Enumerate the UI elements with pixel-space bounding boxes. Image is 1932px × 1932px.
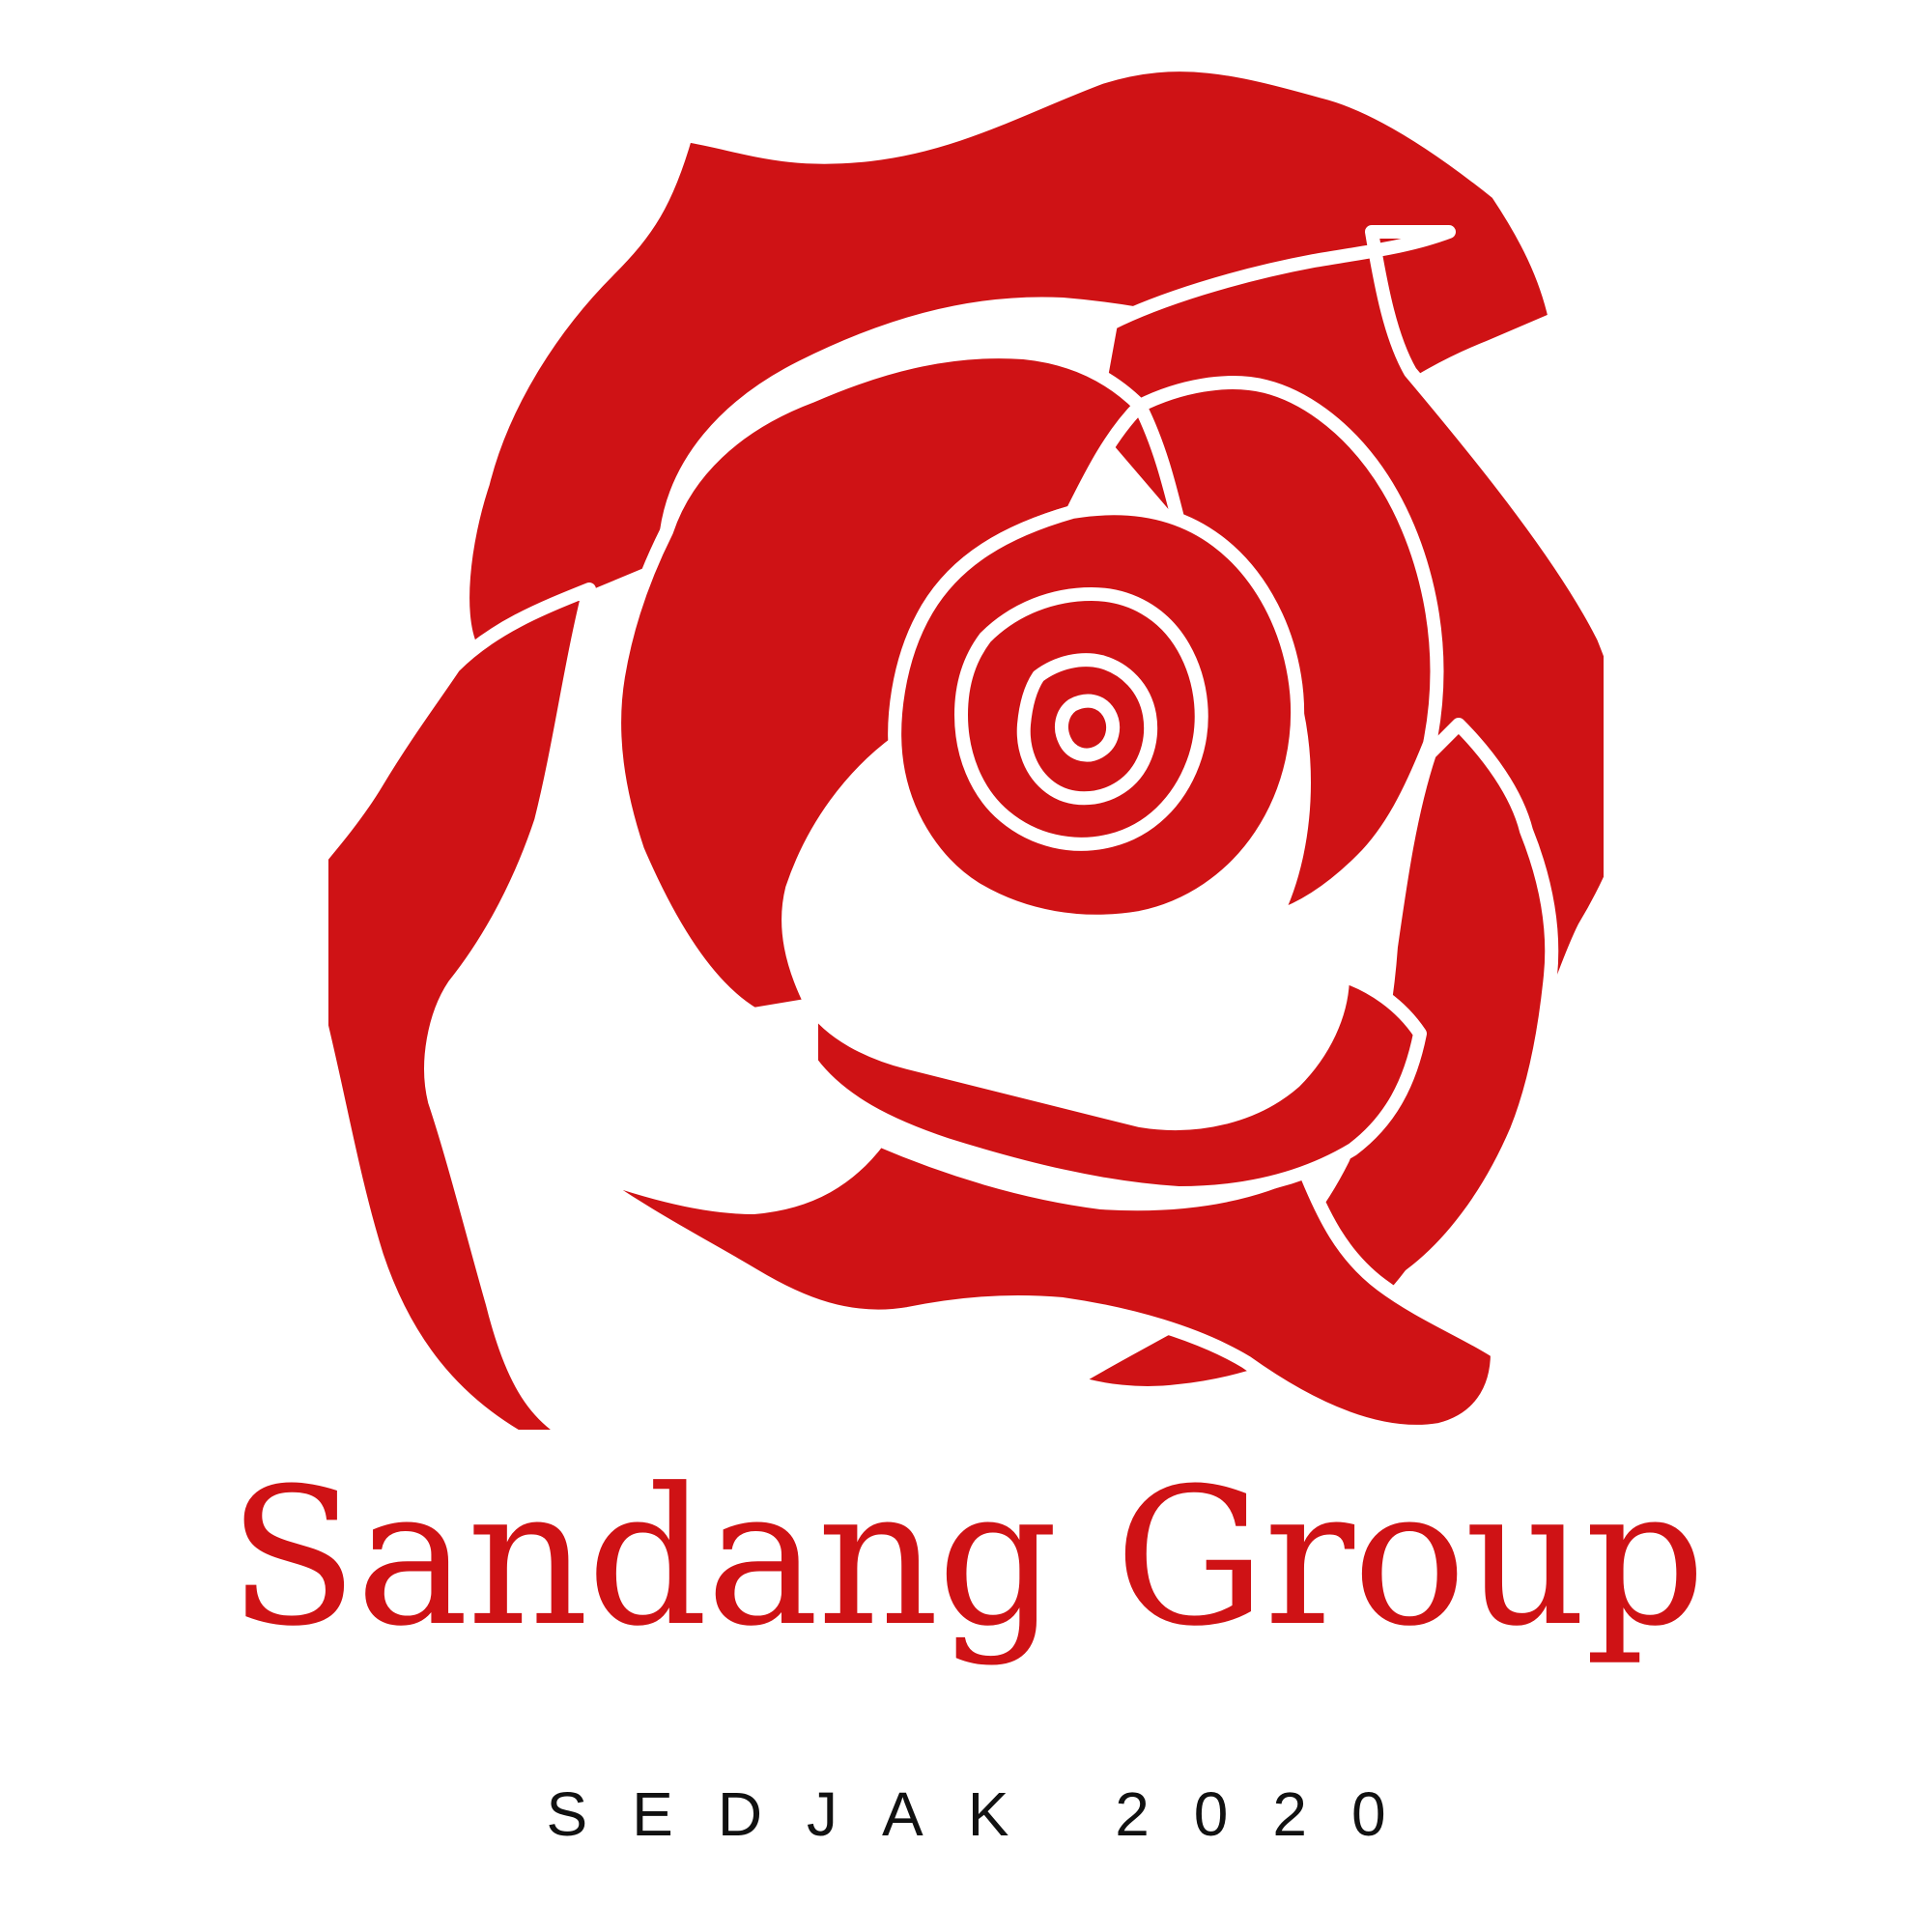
rose-petal-core-center xyxy=(1054,694,1121,762)
brand-name: Sandang Group xyxy=(228,1448,1706,1668)
rose-petal-inner-lower xyxy=(805,969,1427,1200)
rose-petal-left xyxy=(328,582,596,1430)
rose-petal-bottom xyxy=(573,1133,1504,1430)
rose-icon xyxy=(328,58,1604,1430)
brand-tagline: SEDJAK 2020 xyxy=(546,1779,1431,1849)
